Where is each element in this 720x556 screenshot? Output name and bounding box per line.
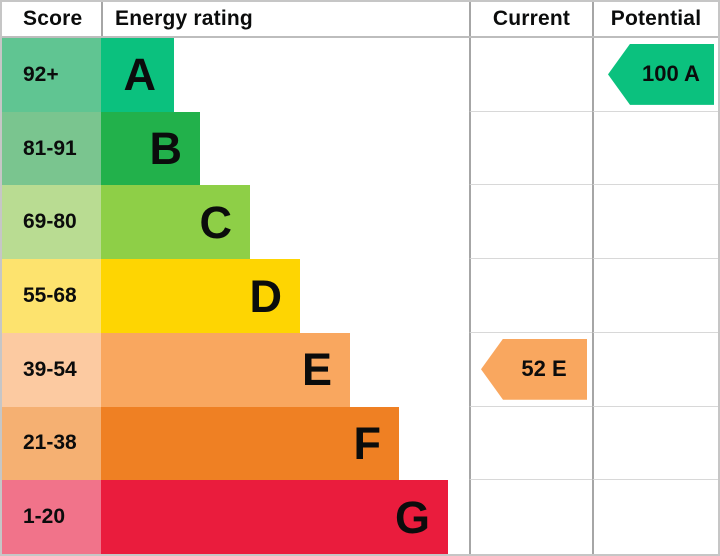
score-cell: 69-80 (2, 185, 101, 260)
band-bar: A (101, 38, 174, 112)
rating-cell: C (101, 185, 469, 260)
band-row-c: 69-80 C (2, 185, 718, 260)
band-letter: B (149, 123, 183, 175)
potential-cell (592, 480, 718, 555)
score-cell: 55-68 (2, 259, 101, 333)
rating-cell: A (101, 38, 469, 112)
potential-cell: 100 A (592, 38, 718, 112)
rating-cell: F (101, 406, 469, 481)
chart-header: Score Energy rating Current Potential (2, 2, 718, 38)
band-row-e: 39-54 E 52 E (2, 332, 718, 407)
band-row-g: 1-20 G (2, 480, 718, 555)
band-letter: F (353, 417, 382, 469)
band-row-b: 81-91 B (2, 111, 718, 186)
header-energy-rating: Energy rating (101, 2, 469, 36)
band-bar: C (101, 185, 250, 260)
band-letter: E (301, 344, 332, 396)
current-arrow: 52 E (481, 338, 587, 400)
band-letter: C (199, 196, 233, 248)
current-arrow-label: 52 E (521, 356, 567, 382)
rating-cell: D (101, 259, 469, 333)
rating-cell: B (101, 111, 469, 186)
score-cell: 39-54 (2, 332, 101, 407)
score-cell: 81-91 (2, 111, 101, 186)
header-current: Current (469, 2, 592, 36)
current-cell (469, 38, 592, 112)
potential-cell (592, 185, 718, 260)
band-letter: D (249, 270, 283, 322)
header-score: Score (23, 7, 83, 30)
band-bar: E (101, 332, 350, 407)
band-row-d: 55-68 D (2, 259, 718, 333)
potential-cell (592, 259, 718, 333)
rating-cell: E (101, 332, 469, 407)
header-potential: Potential (592, 2, 718, 36)
band-bar: B (101, 111, 200, 186)
band-row-a: 92+ A 100 A (2, 38, 718, 112)
current-cell (469, 111, 592, 186)
band-bar: D (101, 259, 300, 333)
band-letter: A (123, 49, 157, 101)
band-bar: G (101, 480, 448, 555)
band-row-f: 21-38 F (2, 406, 718, 481)
band-bar: F (101, 406, 399, 481)
band-letter: G (394, 491, 430, 543)
current-cell (469, 259, 592, 333)
rating-cell: G (101, 480, 469, 555)
potential-cell (592, 111, 718, 186)
score-cell: 1-20 (2, 480, 101, 555)
current-cell (469, 185, 592, 260)
band-rows: 92+ A 100 A 81-91 B 69-80 C 55-68 D 39-54 E 52 E 21-… (2, 38, 718, 555)
current-cell (469, 406, 592, 481)
potential-arrow-label: 100 A (642, 61, 700, 87)
potential-arrow: 100 A (608, 43, 714, 105)
potential-cell (592, 406, 718, 481)
potential-cell (592, 332, 718, 407)
score-cell: 92+ (2, 38, 101, 112)
current-cell (469, 480, 592, 555)
score-cell: 21-38 (2, 406, 101, 481)
current-cell: 52 E (469, 332, 592, 407)
